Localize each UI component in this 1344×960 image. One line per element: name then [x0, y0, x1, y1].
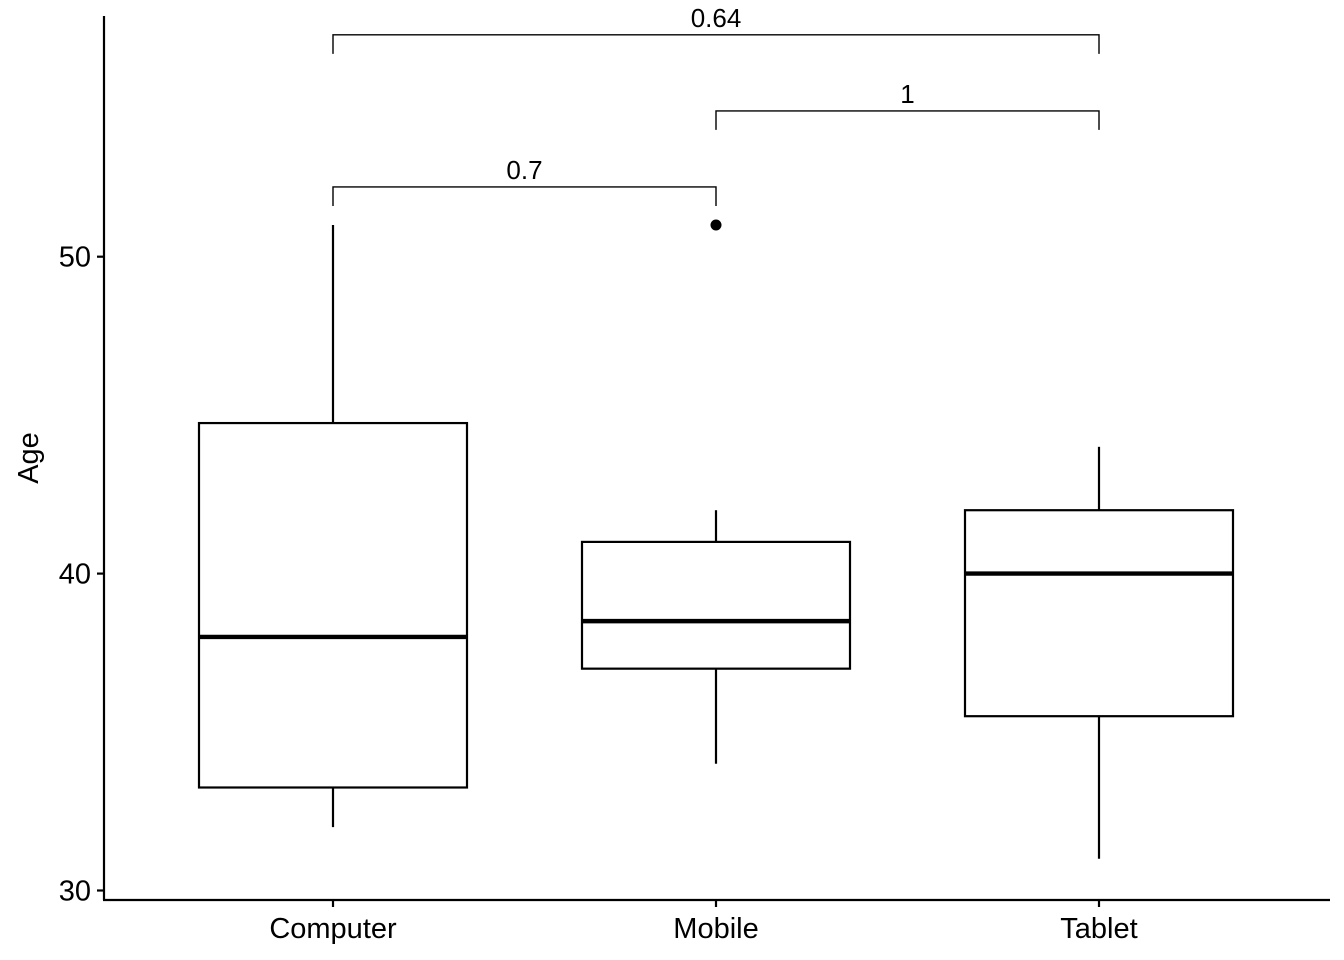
x-tick-label: Computer	[269, 913, 397, 945]
plot-area: 0.7 1 0.64	[197, 3, 1235, 859]
iqr-box	[963, 509, 1235, 718]
comparison-bracket: 0.7	[332, 155, 717, 206]
iqr-box	[580, 540, 852, 670]
y-axis-title: Age	[13, 432, 45, 484]
bracket-line	[332, 34, 1100, 54]
iqr-box	[197, 421, 469, 789]
p-value-label: 0.7	[506, 155, 542, 185]
box-computer	[197, 225, 469, 828]
bracket-line	[332, 186, 717, 206]
p-value-label: 1	[900, 79, 914, 109]
x-tick-label: Tablet	[1060, 913, 1137, 945]
y-tick-label: 50	[59, 242, 91, 274]
x-tick-label: Mobile	[673, 913, 758, 945]
y-tick-label: 40	[59, 559, 91, 591]
y-tick-label: 30	[59, 875, 91, 907]
outlier-point	[710, 219, 722, 231]
comparison-bracket: 0.64	[332, 3, 1100, 54]
comparison-bracket: 1	[715, 79, 1100, 130]
bracket-line	[715, 110, 1100, 130]
ticks: 30 40 50 Computer Mobile Tablet	[59, 242, 1138, 945]
box-tablet	[963, 446, 1235, 859]
box-mobile	[580, 219, 852, 764]
p-value-label: 0.64	[691, 3, 742, 33]
